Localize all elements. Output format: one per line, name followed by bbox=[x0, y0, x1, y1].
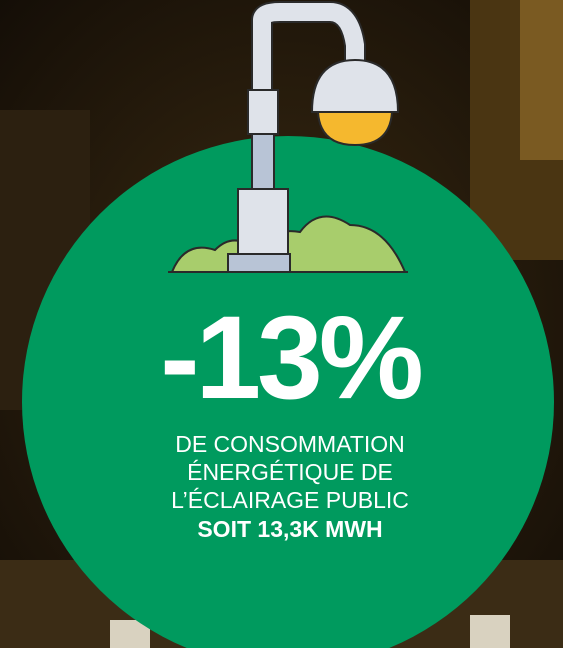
infographic: -13% DE CONSOMMATION ÉNERGÉTIQUE DE L’ÉC… bbox=[0, 0, 563, 648]
page: {"headline": {"value": "-13%"}, "descrip… bbox=[0, 0, 563, 648]
description-line: DE CONSOMMATION bbox=[175, 431, 405, 457]
headline-value: -13% bbox=[160, 292, 421, 424]
description-line: ÉNERGÉTIQUE DE bbox=[187, 459, 393, 485]
description-highlight: SOIT 13,3K MWH bbox=[197, 516, 382, 542]
description-line: L’ÉCLAIRAGE PUBLIC bbox=[171, 487, 409, 513]
